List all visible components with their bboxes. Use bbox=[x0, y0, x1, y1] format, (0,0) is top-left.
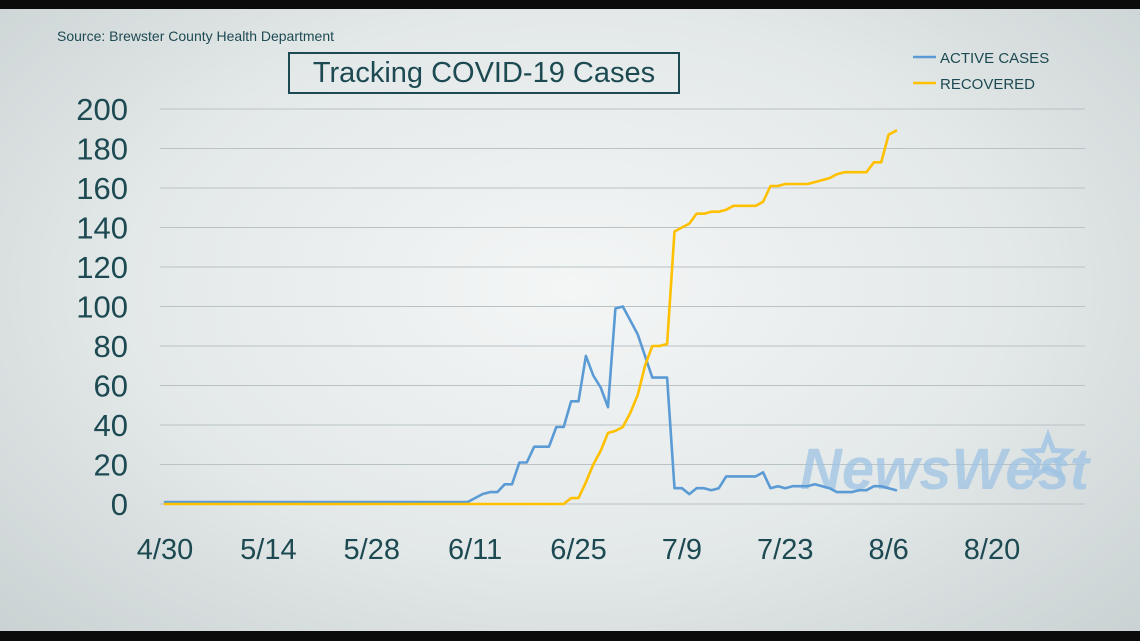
x-tick-label: 5/14 bbox=[240, 534, 296, 566]
letterbox-top bbox=[0, 0, 1140, 9]
y-tick-label: 0 bbox=[111, 487, 128, 522]
x-tick-label: 7/9 bbox=[662, 534, 702, 566]
y-tick-label: 60 bbox=[94, 369, 128, 404]
y-tick-label: 40 bbox=[94, 408, 128, 443]
x-tick-label: 7/23 bbox=[757, 534, 813, 566]
chart-title: Tracking COVID-19 Cases bbox=[288, 52, 680, 94]
y-tick-label: 160 bbox=[76, 171, 128, 206]
legend-label: RECOVERED bbox=[940, 76, 1035, 93]
series-lines bbox=[163, 129, 898, 506]
x-tick-label: 8/20 bbox=[964, 534, 1020, 566]
y-tick-label: 200 bbox=[76, 92, 128, 127]
x-tick-label: 5/28 bbox=[344, 534, 400, 566]
gridlines bbox=[160, 108, 1085, 505]
y-tick-label: 100 bbox=[76, 290, 128, 325]
letterbox-bottom bbox=[0, 631, 1140, 641]
y-axis-ticks: 0 20 40 60 80 100 120 140 160 180 200 bbox=[76, 92, 128, 522]
y-tick-label: 120 bbox=[76, 250, 128, 285]
y-tick-label: 80 bbox=[94, 329, 128, 364]
source-note: Source: Brewster County Health Departmen… bbox=[57, 28, 335, 44]
x-tick-label: 6/11 bbox=[448, 534, 502, 566]
x-tick-label: 8/6 bbox=[868, 534, 908, 566]
y-tick-label: 180 bbox=[76, 132, 128, 167]
series-line-active-cases bbox=[163, 305, 898, 504]
x-axis-ticks: 4/30 5/14 5/28 6/11 6/25 7/9 7/23 8/6 8/20 bbox=[137, 534, 1020, 566]
legend-label: ACTIVE CASES bbox=[940, 50, 1049, 67]
legend: ACTIVE CASES RECOVERED bbox=[913, 50, 1049, 93]
y-tick-label: 140 bbox=[76, 211, 128, 246]
x-tick-label: 6/25 bbox=[550, 534, 606, 566]
chart-title-text: Tracking COVID-19 Cases bbox=[312, 56, 656, 89]
series-line-recovered bbox=[163, 129, 898, 506]
watermark-star-icon bbox=[1020, 428, 1076, 482]
x-tick-label: 4/30 bbox=[137, 534, 193, 566]
y-tick-label: 20 bbox=[94, 448, 128, 483]
